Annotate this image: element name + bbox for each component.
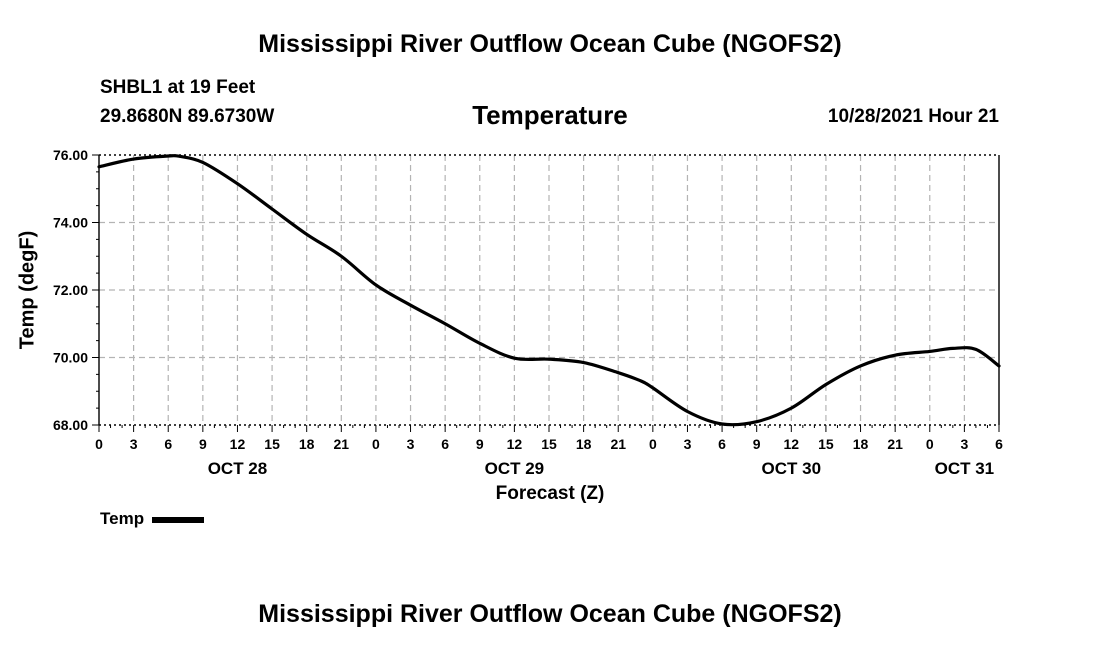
chart-subtitle: Temperature <box>472 100 628 130</box>
x-tick-label: 6 <box>995 436 1003 452</box>
legend-line-swatch <box>152 517 205 523</box>
x-tick-label: 3 <box>960 436 968 452</box>
grid-layer <box>99 154 999 426</box>
y-axis-label: Temp (degF) <box>16 230 39 350</box>
x-tick-label: 0 <box>926 436 934 452</box>
x-tick-label: 6 <box>718 436 726 452</box>
x-tick-label: 9 <box>753 436 761 452</box>
x-axis-label: Forecast (Z) <box>495 483 605 504</box>
x-tick-label: 21 <box>887 436 903 452</box>
x-tick-label: 15 <box>264 436 280 452</box>
date-label: OCT 29 <box>485 459 545 478</box>
x-tick-label: 3 <box>407 436 415 452</box>
station-label: SHBL1 at 19 Feet <box>100 77 256 98</box>
x-tick-label: 0 <box>95 436 103 452</box>
temp-series-line <box>97 154 1001 427</box>
y-tick-label: 74.00 <box>53 215 88 231</box>
x-tick-label: 6 <box>441 436 449 452</box>
forecast-datetime: 10/28/2021 Hour 21 <box>827 106 999 127</box>
x-tick-label: 3 <box>684 436 692 452</box>
x-tick-label: 3 <box>130 436 138 452</box>
x-tick-label: 18 <box>299 436 315 452</box>
series-layer <box>97 154 1001 427</box>
date-label: OCT 30 <box>762 459 822 478</box>
x-tick-label: 9 <box>199 436 207 452</box>
x-tick-label: 21 <box>334 436 350 452</box>
x-tick-label: 18 <box>853 436 869 452</box>
date-label: OCT 31 <box>935 459 995 478</box>
x-tick-label: 12 <box>230 436 246 452</box>
date-label: OCT 28 <box>208 459 268 478</box>
legend-label: Temp <box>100 509 145 528</box>
x-tick-label: 18 <box>576 436 592 452</box>
station-coordinates: 29.8680N 89.6730W <box>100 106 275 127</box>
axis-layer <box>92 154 1000 432</box>
tick-label-layer: 68.00 70.00 72.00 74.00 76.00 0 3 6 9 12 15 18 21 0 3 6… <box>53 147 1003 478</box>
x-tick-label: 12 <box>507 436 523 452</box>
x-tick-label: 15 <box>818 436 834 452</box>
legend: Temp <box>100 509 205 529</box>
x-tick-label: 15 <box>541 436 557 452</box>
y-tick-label: 70.00 <box>53 350 88 366</box>
x-tick-label: 21 <box>610 436 626 452</box>
x-tick-label: 0 <box>649 436 657 452</box>
x-tick-label: 9 <box>476 436 484 452</box>
y-tick-label: 72.00 <box>53 282 88 298</box>
footer-title: Mississippi River Outflow Ocean Cube (NG… <box>258 600 842 628</box>
y-tick-label: 76.00 <box>53 147 88 163</box>
x-tick-label: 12 <box>784 436 800 452</box>
y-tick-label: 68.00 <box>53 417 88 433</box>
x-tick-label: 0 <box>372 436 380 452</box>
x-tick-label: 6 <box>164 436 172 452</box>
chart-main-title: Mississippi River Outflow Ocean Cube (NG… <box>258 30 842 58</box>
